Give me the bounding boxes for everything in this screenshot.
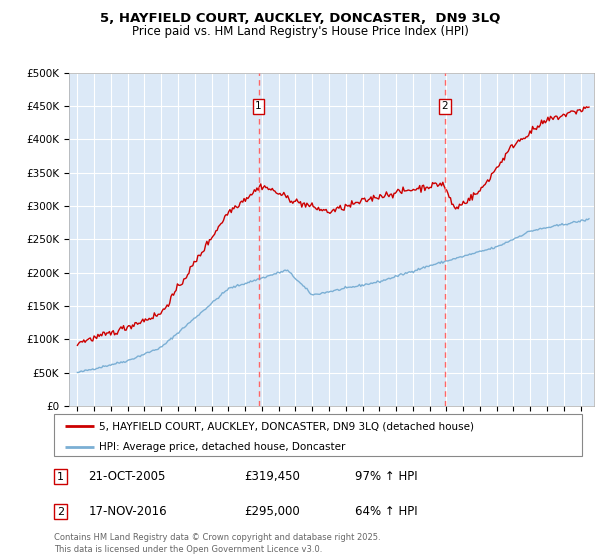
Text: 97% ↑ HPI: 97% ↑ HPI	[355, 470, 418, 483]
Text: £295,000: £295,000	[244, 505, 300, 518]
Text: 1: 1	[57, 472, 64, 482]
Text: 1: 1	[255, 101, 262, 111]
Text: 5, HAYFIELD COURT, AUCKLEY, DONCASTER,  DN9 3LQ: 5, HAYFIELD COURT, AUCKLEY, DONCASTER, D…	[100, 12, 500, 25]
Text: 2: 2	[57, 507, 64, 517]
Text: Price paid vs. HM Land Registry's House Price Index (HPI): Price paid vs. HM Land Registry's House …	[131, 25, 469, 38]
Text: Contains HM Land Registry data © Crown copyright and database right 2025.
This d: Contains HM Land Registry data © Crown c…	[54, 533, 380, 554]
Text: 21-OCT-2005: 21-OCT-2005	[88, 470, 166, 483]
Text: 17-NOV-2016: 17-NOV-2016	[88, 505, 167, 518]
Text: 2: 2	[442, 101, 448, 111]
Text: 5, HAYFIELD COURT, AUCKLEY, DONCASTER, DN9 3LQ (detached house): 5, HAYFIELD COURT, AUCKLEY, DONCASTER, D…	[99, 421, 474, 431]
Text: £319,450: £319,450	[244, 470, 300, 483]
Text: 64% ↑ HPI: 64% ↑ HPI	[355, 505, 418, 518]
Text: HPI: Average price, detached house, Doncaster: HPI: Average price, detached house, Donc…	[99, 442, 345, 452]
FancyBboxPatch shape	[54, 414, 582, 456]
